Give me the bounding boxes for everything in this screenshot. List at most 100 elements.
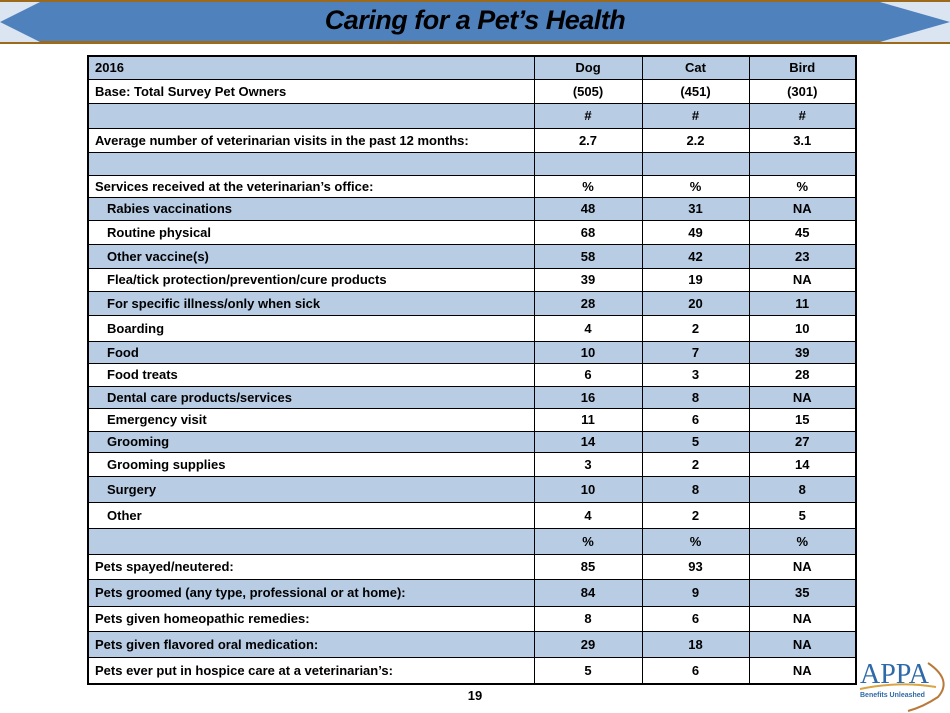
cell-dog: 39 — [533, 267, 643, 292]
header-cat: Cat — [641, 55, 750, 80]
cell-dog: 11 — [533, 407, 643, 432]
cell-cat: 2 — [641, 451, 750, 477]
cell-dog: % — [533, 527, 643, 555]
table-row: Pets ever put in hospice care at a veter… — [87, 656, 857, 685]
row-label: Other vaccine(s) — [87, 243, 535, 269]
cell-dog: 85 — [533, 553, 643, 580]
cell-cat: 6 — [641, 407, 750, 432]
cell-bird: 5 — [748, 501, 857, 529]
table-row: Pets given homeopathic remedies: 8 6 NA — [87, 605, 857, 632]
title-banner: Caring for a Pet’s Health — [0, 0, 950, 44]
cell-cat: 2.2 — [641, 127, 750, 153]
cell-bird: 27 — [748, 430, 857, 453]
cell-dog: 16 — [533, 385, 643, 409]
cell-cat: 2 — [641, 314, 750, 342]
row-label: Flea/tick protection/prevention/cure pro… — [87, 267, 535, 292]
cell-dog: 4 — [533, 501, 643, 529]
row-label — [87, 151, 535, 176]
cell-dog: 29 — [533, 630, 643, 658]
cell-bird: 35 — [748, 578, 857, 607]
page-title: Caring for a Pet’s Health — [324, 5, 626, 35]
table-row: Flea/tick protection/prevention/cure pro… — [87, 267, 857, 292]
cell-bird: 45 — [748, 219, 857, 245]
svg-text:Benefits Unleashed: Benefits Unleashed — [860, 692, 925, 699]
cell-cat: 93 — [641, 553, 750, 580]
cell-dog: 2.7 — [533, 127, 643, 153]
cell-bird: NA — [748, 553, 857, 580]
cell-cat: 19 — [641, 267, 750, 292]
cell-cat: 8 — [641, 385, 750, 409]
cell-cat: % — [641, 174, 750, 198]
table-row: # # # — [87, 102, 857, 129]
table-row: Grooming supplies 3 2 14 — [87, 451, 857, 477]
cell-bird: NA — [748, 385, 857, 409]
row-label — [87, 102, 535, 129]
row-label: Food — [87, 340, 535, 364]
table-row: Other vaccine(s) 58 42 23 — [87, 243, 857, 269]
cell-dog: 84 — [533, 578, 643, 607]
header-dog: Dog — [533, 55, 643, 80]
cell-dog: (505) — [533, 78, 643, 104]
cell-bird: NA — [748, 630, 857, 658]
cell-bird: NA — [748, 267, 857, 292]
cell-bird: 3.1 — [748, 127, 857, 153]
cell-cat: 2 — [641, 501, 750, 529]
cell-dog: 6 — [533, 362, 643, 387]
cell-dog: 28 — [533, 290, 643, 316]
table-row: Base: Total Survey Pet Owners (505) (451)(… — [87, 78, 857, 104]
cell-bird: NA — [748, 605, 857, 632]
table-row: Pets groomed (any type, professional or … — [87, 578, 857, 607]
cell-dog: 10 — [533, 340, 643, 364]
cell-cat: 42 — [641, 243, 750, 269]
cell-dog — [533, 151, 643, 176]
table-row: Boarding 4 2 10 — [87, 314, 857, 342]
cell-bird: 23 — [748, 243, 857, 269]
cell-bird: 15 — [748, 407, 857, 432]
banner-ribbon-right — [880, 2, 950, 42]
cell-cat: 9 — [641, 578, 750, 607]
cell-cat: 8 — [641, 475, 750, 503]
table-row: Services received at the veterinarian’s … — [87, 174, 857, 198]
row-label: Services received at the veterinarian’s … — [87, 174, 535, 198]
cell-dog: % — [533, 174, 643, 198]
cell-bird: NA — [748, 196, 857, 221]
cell-dog: 68 — [533, 219, 643, 245]
table-row: Average number of veterinarian visits in… — [87, 127, 857, 153]
row-label: Surgery — [87, 475, 535, 503]
row-label: Grooming — [87, 430, 535, 453]
row-label: Other — [87, 501, 535, 529]
row-label: Pets spayed/neutered: — [87, 553, 535, 580]
cell-dog: # — [533, 102, 643, 129]
table-row: Food 10 7 39 — [87, 340, 857, 364]
cell-bird: 39 — [748, 340, 857, 364]
cell-dog: 8 — [533, 605, 643, 632]
table-row — [87, 151, 857, 176]
cell-bird: 8 — [748, 475, 857, 503]
row-label: Base: Total Survey Pet Owners — [87, 78, 535, 104]
row-label — [87, 527, 535, 555]
cell-dog: 4 — [533, 314, 643, 342]
cell-dog: 3 — [533, 451, 643, 477]
cell-bird: % — [748, 174, 857, 198]
cell-bird: # — [748, 102, 857, 129]
table-row: Pets spayed/neutered: 85 93 NA — [87, 553, 857, 580]
cell-cat: # — [641, 102, 750, 129]
cell-cat: 6 — [641, 656, 750, 685]
row-label: Pets ever put in hospice care at a veter… — [87, 656, 535, 685]
cell-bird: NA — [748, 656, 857, 685]
table-row: Dental care products/services 16 8 NA — [87, 385, 857, 409]
cell-cat: 7 — [641, 340, 750, 364]
cell-cat — [641, 151, 750, 176]
table-row: Other 4 2 5 — [87, 501, 857, 529]
banner-ribbon-left — [0, 2, 40, 42]
row-label: Dental care products/services — [87, 385, 535, 409]
cell-dog: 14 — [533, 430, 643, 453]
cell-cat: % — [641, 527, 750, 555]
row-label: Pets groomed (any type, professional or … — [87, 578, 535, 607]
table-row: Food treats 6 3 28 — [87, 362, 857, 387]
cell-cat: 49 — [641, 219, 750, 245]
cell-bird: 14 — [748, 451, 857, 477]
cell-bird: (301) — [748, 78, 857, 104]
row-label: Boarding — [87, 314, 535, 342]
cell-dog: 48 — [533, 196, 643, 221]
